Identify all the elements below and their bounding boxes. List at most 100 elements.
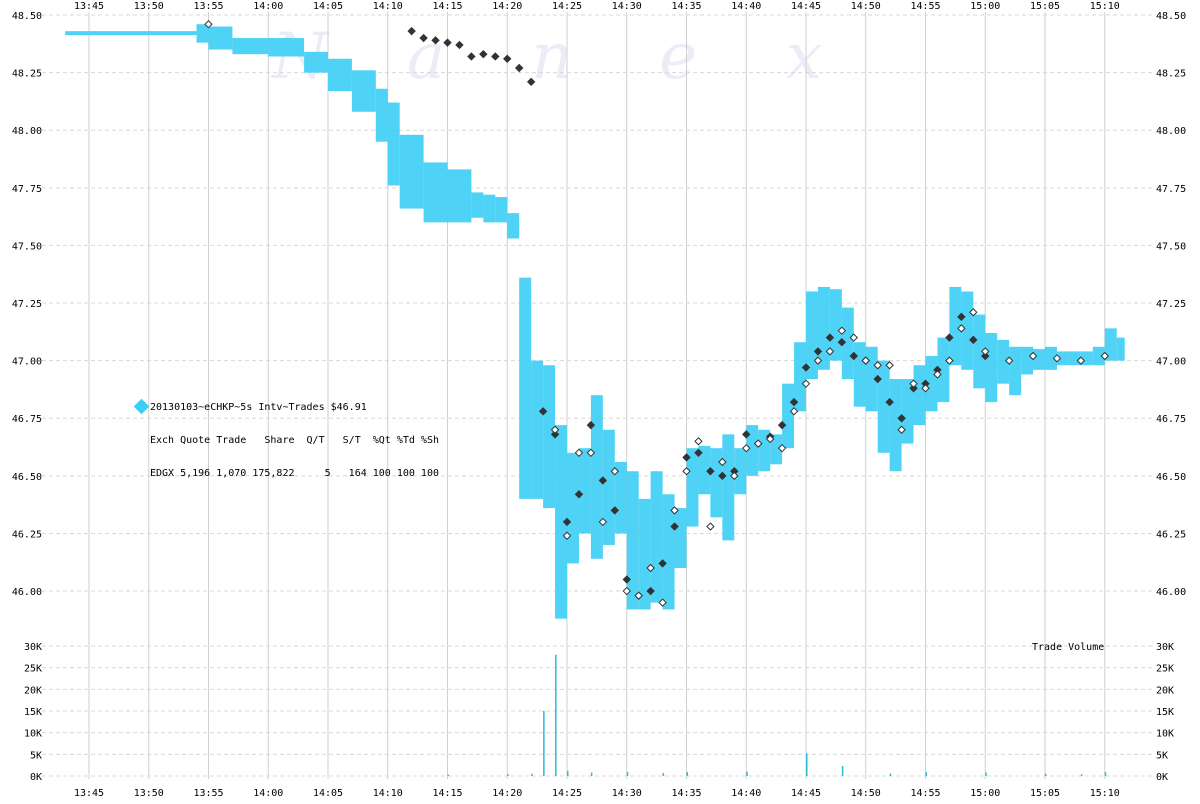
trade-marker-dark: [491, 52, 500, 61]
trade-marker-dark: [909, 384, 918, 393]
quote-range-bar: [686, 448, 699, 527]
quote-range-bar: [770, 434, 783, 465]
volume-series: [447, 654, 1107, 776]
legend-title: 20130103~eCHKP~5s Intv~Trades $46.91: [150, 402, 367, 413]
trade-marker-dark: [825, 333, 835, 342]
quote-range-bar: [1104, 328, 1117, 361]
trade-marker-light: [598, 517, 608, 527]
quote-range-bar: [387, 102, 400, 186]
trade-marker-light: [574, 448, 584, 458]
volume-bar: [806, 753, 808, 776]
trade-marker-dark: [718, 471, 727, 481]
x-tick-label: 14:55: [910, 1, 940, 12]
trade-marker-light: [789, 407, 799, 416]
trade-marker-dark: [598, 476, 608, 485]
y-tick-label: 48.50: [12, 11, 42, 22]
y-tick-label: 48.25: [1156, 69, 1186, 80]
trade-marker-light: [777, 443, 787, 453]
volume-tick-label: 5K: [1156, 750, 1168, 761]
quote-range-bar: [1080, 351, 1093, 366]
trade-series: [204, 20, 1109, 607]
trade-marker-light: [634, 591, 643, 600]
volume-tick-label: 30K: [24, 642, 42, 653]
volume-tick-label: 10K: [24, 729, 42, 740]
trade-marker-light: [897, 425, 906, 434]
quote-range-bar: [495, 197, 508, 223]
quote-range-bar: [1116, 337, 1125, 361]
trade-marker-light: [873, 361, 882, 370]
volume-tick-label: 10K: [1156, 729, 1174, 740]
quote-range-bar: [590, 395, 603, 559]
quote-range-bar: [519, 277, 532, 499]
volume-tick-label: 0K: [30, 772, 42, 783]
quote-range-bar: [1009, 346, 1022, 396]
trade-marker-light: [622, 586, 631, 596]
x-tick-label: 14:55: [910, 788, 940, 799]
x-tick-label: 14:10: [373, 788, 403, 799]
quote-range-bar: [1056, 351, 1069, 366]
trade-marker-light: [682, 467, 691, 476]
volume-tick-label: 15K: [1156, 707, 1174, 718]
trade-marker-light: [825, 347, 835, 356]
trade-marker-dark: [957, 312, 966, 322]
x-axis-top: 13:45 13:50 13:55 14:00 14:05 14:10 14:15 14:20…: [74, 1, 1120, 12]
volume-tick-label: 20K: [1156, 685, 1174, 696]
quote-range-bar: [674, 508, 687, 569]
quote-range-bar: [507, 213, 520, 239]
x-tick-label: 15:05: [1030, 1, 1060, 12]
trade-marker-dark: [622, 575, 631, 584]
x-tick-label: 15:05: [1030, 788, 1060, 799]
trade-marker-light: [1100, 351, 1109, 361]
trade-marker-dark: [849, 351, 859, 361]
x-tick-label: 13:55: [193, 788, 223, 799]
trade-marker-light: [706, 522, 715, 531]
x-tick-label: 14:50: [851, 1, 881, 12]
trade-marker-dark: [562, 517, 572, 527]
trade-marker-dark: [670, 522, 679, 531]
quote-range-bar: [1092, 346, 1105, 366]
watermark-letter: x: [786, 20, 822, 94]
trade-marker-dark: [789, 397, 799, 407]
quote-range-bar: [483, 194, 496, 223]
trade-marker-light: [753, 439, 763, 448]
volume-bar: [447, 774, 449, 776]
trade-marker-light: [742, 443, 751, 453]
volume-tick-label: 25K: [24, 664, 42, 675]
x-tick-label: 14:35: [671, 1, 701, 12]
volume-bar: [567, 770, 569, 776]
x-tick-label: 15:00: [970, 788, 1000, 799]
trade-marker-dark: [455, 40, 464, 50]
quote-range-bar: [555, 425, 567, 619]
trade-marker-light: [670, 506, 679, 515]
quote-range-bar: [567, 452, 579, 564]
y-tick-label: 48.00: [1156, 126, 1186, 137]
quote-range-bar: [232, 38, 269, 55]
y-tick-label: 47.25: [12, 299, 42, 310]
trade-marker-light: [1076, 356, 1086, 365]
y-tick-label: 47.75: [1156, 184, 1186, 195]
legend-header: Exch Quote Trade Share Q/T S/T %Qt %Td %…: [150, 435, 439, 446]
quote-range-bar: [447, 169, 472, 223]
quote-range-bar: [973, 314, 986, 389]
quote-range-bar: [722, 434, 735, 541]
trade-marker-light: [550, 425, 560, 434]
quote-range-bar: [949, 286, 962, 366]
quote-range-bar: [578, 448, 591, 534]
quote-range-bar: [925, 356, 938, 412]
legend-row: EDGX 5,196 1,070 175,822 5 164 100 100 1…: [150, 468, 439, 479]
x-tick-label: 14:25: [552, 1, 582, 12]
trade-marker-light: [921, 384, 930, 393]
x-tick-label: 14:50: [851, 788, 881, 799]
x-tick-label: 14:35: [671, 788, 701, 799]
quote-range-bar: [304, 51, 328, 73]
volume-bar: [543, 711, 545, 776]
trade-marker-light: [658, 598, 667, 607]
x-tick-label: 14:40: [731, 788, 761, 799]
trade-marker-dark: [945, 333, 954, 342]
quote-range-bar: [997, 339, 1010, 384]
trade-marker-dark: [873, 374, 882, 384]
x-tick-label: 14:20: [492, 1, 522, 12]
x-tick-label: 14:15: [432, 788, 462, 799]
